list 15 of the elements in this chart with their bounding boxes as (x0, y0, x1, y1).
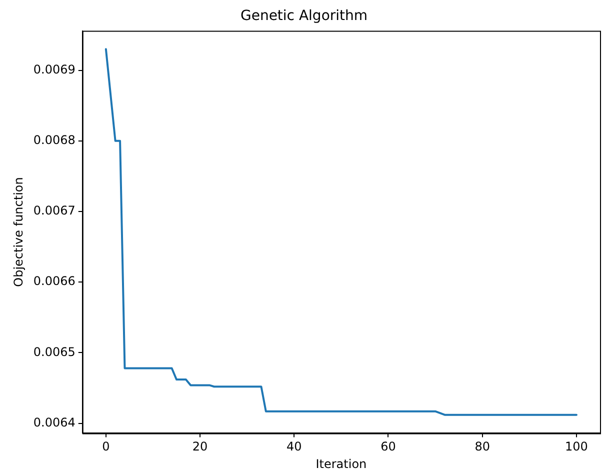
y-tick-label: 0.0069 (33, 62, 76, 76)
x-axis-title: Iteration (316, 456, 367, 471)
x-tick-label: 60 (380, 440, 396, 454)
x-tick-label: 40 (286, 440, 302, 454)
x-tick-label: 80 (474, 440, 490, 454)
x-tick-label: 20 (192, 440, 208, 454)
y-tick-label: 0.0067 (33, 204, 76, 218)
y-tick-label: 0.0065 (33, 344, 76, 359)
y-tick-label: 0.0068 (33, 133, 76, 148)
x-tick-label: 100 (565, 440, 588, 454)
y-axis-title: Objective function (11, 177, 26, 287)
y-tick-label: 0.0066 (33, 274, 76, 288)
y-tick-label: 0.0064 (33, 415, 76, 430)
chart-title: Genetic Algorithm (240, 8, 368, 24)
x-tick-label: 0 (102, 440, 110, 454)
